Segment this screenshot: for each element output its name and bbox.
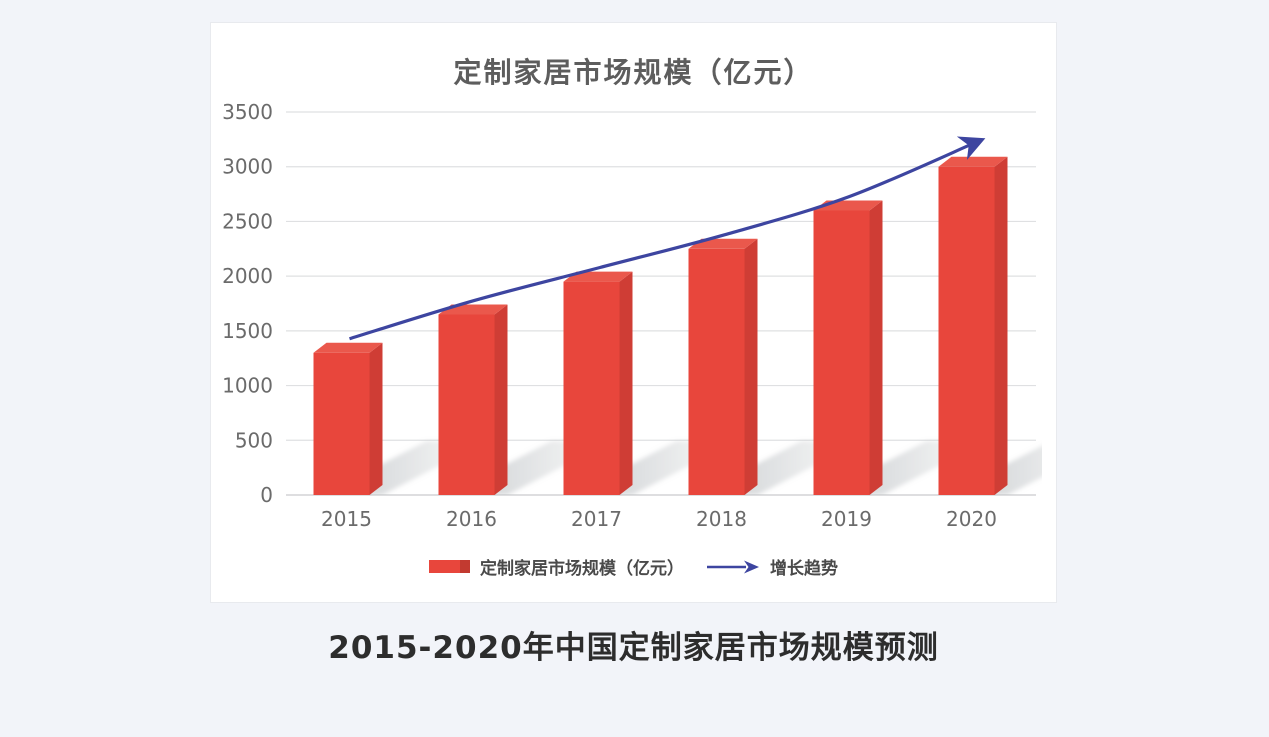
bar-top-face <box>938 156 1008 167</box>
bar-side-face <box>369 342 383 495</box>
y-axis-label-1500: 1500 <box>222 319 273 343</box>
trend-line <box>349 136 986 341</box>
bar-front-face <box>563 281 620 495</box>
y-axis-label-3500: 3500 <box>222 100 273 124</box>
y-axis-label-500: 500 <box>235 428 273 452</box>
bar-swatch-icon <box>429 560 470 573</box>
bar-front-face <box>938 166 995 495</box>
bar-side-face <box>869 200 883 495</box>
bar-side-face <box>619 271 633 495</box>
chart-card: 定制家居市场规模（亿元） 0 500 1000 1500 2000 2500 3000 350… <box>210 22 1057 603</box>
caption: 2015-2020年中国定制家居市场规模预测 <box>328 630 939 666</box>
trend-arrow-icon <box>707 560 759 573</box>
legend-item-market-size: 定制家居市场规模（亿元） <box>429 554 684 579</box>
legend-item-trend: 增长趋势 <box>706 554 838 579</box>
y-axis-label-2500: 2500 <box>222 209 273 233</box>
bar-front-face <box>813 210 870 495</box>
x-axis-label-2015: 2015 <box>321 507 372 531</box>
bar-2019 <box>813 200 883 495</box>
bar-side-face <box>494 304 508 495</box>
x-axis-label-2018: 2018 <box>696 507 747 531</box>
bar-2017 <box>563 271 633 495</box>
legend: 定制家居市场规模（亿元） 增长趋势 <box>211 554 1056 579</box>
bar-side-face <box>744 238 758 496</box>
y-axis-label-2000: 2000 <box>222 264 273 288</box>
trend-arrow-head <box>744 560 759 573</box>
x-axis-label-2020: 2020 <box>946 507 997 531</box>
legend-label-market-size: 定制家居市场规模（亿元） <box>480 559 684 579</box>
x-axis-label-2016: 2016 <box>446 507 497 531</box>
bar-front-face <box>688 248 745 495</box>
bar-2015 <box>313 342 383 495</box>
plot-svg: 0 500 1000 1500 2000 2500 3000 3500 2015 2016 2017… <box>222 100 1042 531</box>
legend-label-trend: 增长趋势 <box>770 559 838 579</box>
y-axis-label-1000: 1000 <box>222 374 273 398</box>
chart-title: 定制家居市场规模（亿元） <box>453 56 814 89</box>
bar-2016 <box>438 304 508 495</box>
y-axis-label-3000: 3000 <box>222 155 273 179</box>
y-axis-label-0: 0 <box>260 483 273 507</box>
x-axis-label-2017: 2017 <box>571 507 622 531</box>
bar-side-face <box>994 156 1008 495</box>
x-axis-label-2019: 2019 <box>821 507 872 531</box>
bar-2018 <box>688 238 758 496</box>
bar-front-face <box>313 352 370 495</box>
bar-front-face <box>438 314 495 495</box>
bar-top-face <box>313 342 383 353</box>
bar-2020 <box>938 156 1008 495</box>
